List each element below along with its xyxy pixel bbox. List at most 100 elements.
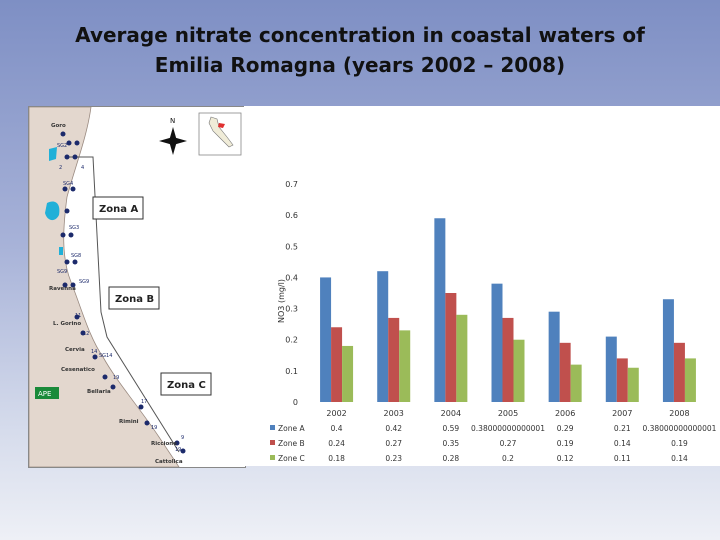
data-table-cell: 0.38000000000001 [471,424,545,433]
bar-zone-b [673,342,685,402]
italy-inset-icon [198,112,242,156]
station-marker [68,232,74,238]
agency-logo-icon: APE [35,387,59,399]
place-name: Rimini [119,419,139,425]
station-marker [80,330,86,336]
station-marker [62,282,68,288]
data-table-cell: 0.14 [614,439,631,448]
station-marker [102,374,108,380]
station-code-labels: SG2 2 4 SG4 SG3 SG8 SG9 SG9 11 12 14 SG1… [57,143,184,453]
x-category-label: 2005 [498,409,518,418]
x-category-label: 2006 [555,409,575,418]
station-code: 4 [81,165,84,171]
place-name: Cervia [65,347,85,353]
lagoon-north [49,147,57,161]
title-line-2: Emilia Romagna (years 2002 – 2008) [154,53,566,77]
data-table-cell: 0.14 [671,454,688,463]
station-marker [144,420,150,426]
bar-zone-a [377,271,389,402]
data-table-cell: 0.11 [614,454,631,463]
station-marker [180,448,186,454]
data-table-cell: 0.28 [443,454,460,463]
bar-zone-b [445,293,457,402]
station-code: SG2 [57,143,67,149]
station-marker [110,384,116,390]
data-table-cell: 0.2 [502,454,514,463]
zone-c-box [160,372,212,396]
station-marker [174,440,180,446]
title-line-1: Average nitrate concentration in coastal… [75,23,645,47]
y-tick-label: 0.3 [285,305,298,314]
station-marker [60,232,66,238]
y-tick-label: 0.6 [285,211,298,220]
data-table-cell: 0.19 [557,439,574,448]
place-name: Cesenatico [61,367,95,373]
data-table-cell: 0.38000000000001 [642,424,716,433]
bar-zone-a [605,336,617,402]
y-tick-label: 0.2 [285,336,298,345]
bar-zone-c [513,339,525,402]
data-table-cell: 0.29 [557,424,574,433]
station-marker [72,154,78,160]
station-code: 14 [91,349,97,355]
y-axis-label: NO3 (mg/l) [277,279,286,323]
station-marker [70,282,76,288]
legend-label: Zone B [278,439,305,448]
x-category-label: 2003 [384,409,404,418]
data-table-cell: 0.18 [328,454,345,463]
station-marker [92,354,98,360]
data-table-cell: 0.24 [328,439,345,448]
bar-zone-b [388,317,400,402]
station-code: SG14 [99,353,112,359]
data-table-cell: 0.4 [331,424,343,433]
station-code: SG4 [63,181,73,187]
bar-zone-b [331,327,343,402]
station-code: 19 [151,425,157,431]
coastal-boundary [73,156,180,453]
station-marker [72,259,78,265]
bar-zone-b [559,342,571,402]
station-marker [66,140,72,146]
x-category-label: 2008 [669,409,689,418]
bar-zone-b [502,317,514,402]
place-name: Riccione [151,441,177,447]
station-code: 19 [175,447,181,453]
station-code: 11 [75,313,81,319]
bar-zone-c [570,364,582,402]
zone-a-box [92,196,144,220]
bar-zone-b [616,358,628,402]
station-code: SG9 [79,279,89,285]
station-marker [62,186,68,192]
place-name: L. Gorino [53,321,81,327]
place-name: Bellaria [87,389,111,395]
bar-zone-a [662,299,674,402]
map-panel: Zona A Zona B Zona C N [28,106,246,468]
x-category-label: 2007 [612,409,632,418]
x-category-label: 2002 [326,409,346,418]
y-tick-label: 0 [293,398,298,407]
x-category-label: 2004 [441,409,461,418]
data-table-cell: 0.27 [385,439,402,448]
station-code: 17 [141,399,147,405]
y-tick-label: 0.4 [285,273,298,282]
compass-north: N [170,117,175,125]
data-table-cell: 0.21 [614,424,631,433]
place-name: Cattolica [155,459,183,465]
station-code: SG8 [71,253,81,259]
data-table-cell: 0.27 [500,439,517,448]
station-code: 12 [83,331,89,337]
station-marker [64,208,70,214]
logo-text: APE [38,390,51,398]
data-table-cell: 0.23 [385,454,402,463]
bar-zone-c [684,358,696,402]
chart-panel: 0 0.1 0.2 0.3 0.4 0.5 0.6 0.7 NO3 (mg/l) 2002 2003… [244,106,720,466]
station-code: SG9 [57,269,67,275]
legend-swatch [270,425,275,430]
place-name: Goro [51,123,66,129]
lagoon-small [59,247,63,255]
station-marker [70,186,76,192]
legend-label: Zone A [278,424,305,433]
lagoon-comacchio [45,201,60,221]
data-table-cell: 0.19 [671,439,688,448]
station-marker [64,259,70,265]
